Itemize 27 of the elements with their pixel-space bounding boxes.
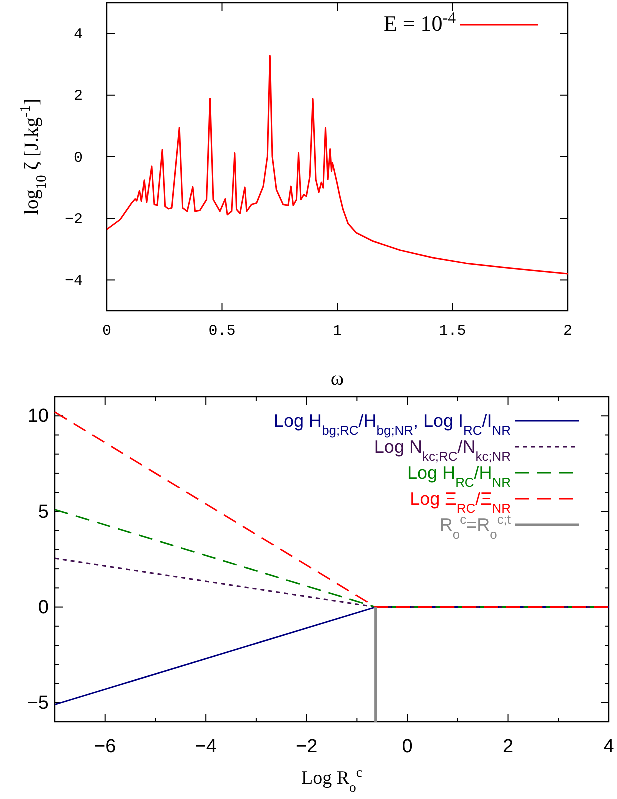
x-tick-label: −6 (94, 736, 116, 758)
y-tick-label: 4 (74, 26, 83, 44)
x-tick-label: −2 (296, 736, 318, 758)
y-tick-label: −5 (27, 692, 49, 714)
x-tick-label: 0.5 (208, 323, 236, 340)
y-tick-label: 10 (28, 406, 49, 428)
x-tick-label: 2 (563, 323, 573, 340)
legend-label: Log H$_{bg;RC}$/H$_{bg;NR}$, Log I$_{RC}$/I$_{NR}$ (274, 411, 511, 438)
x-tick-label: −4 (195, 736, 218, 758)
y-tick-label: −4 (64, 273, 83, 290)
y-tick-label: 0 (74, 150, 83, 167)
x-tick-label: 0 (402, 736, 413, 758)
legend-label: Log Ξ$_{RC}$/Ξ$_{NR}$ (410, 489, 511, 516)
y-tick-label: 2 (74, 88, 83, 106)
x-tick-label: 1.5 (439, 323, 466, 340)
y-tick-label: 5 (38, 502, 49, 523)
legend-label: Log H$_{RC}$/H$_{NR}$ (408, 463, 511, 490)
legend-label: E = 10$^{-4}$ (384, 10, 456, 36)
y-tick-label: −2 (64, 211, 83, 228)
x-axis-title: ω (330, 368, 344, 390)
x-tick-label: 1 (332, 323, 342, 340)
x-tick-label: 2 (502, 736, 514, 758)
legend-label: Log N$_{kc;RC}$/N$_{kc;NR}$ (374, 437, 511, 464)
y-tick-label: 0 (38, 597, 49, 618)
line-series (106, 55, 569, 275)
x-tick-label: 4 (604, 736, 615, 758)
x-tick-label: 0 (102, 323, 112, 340)
